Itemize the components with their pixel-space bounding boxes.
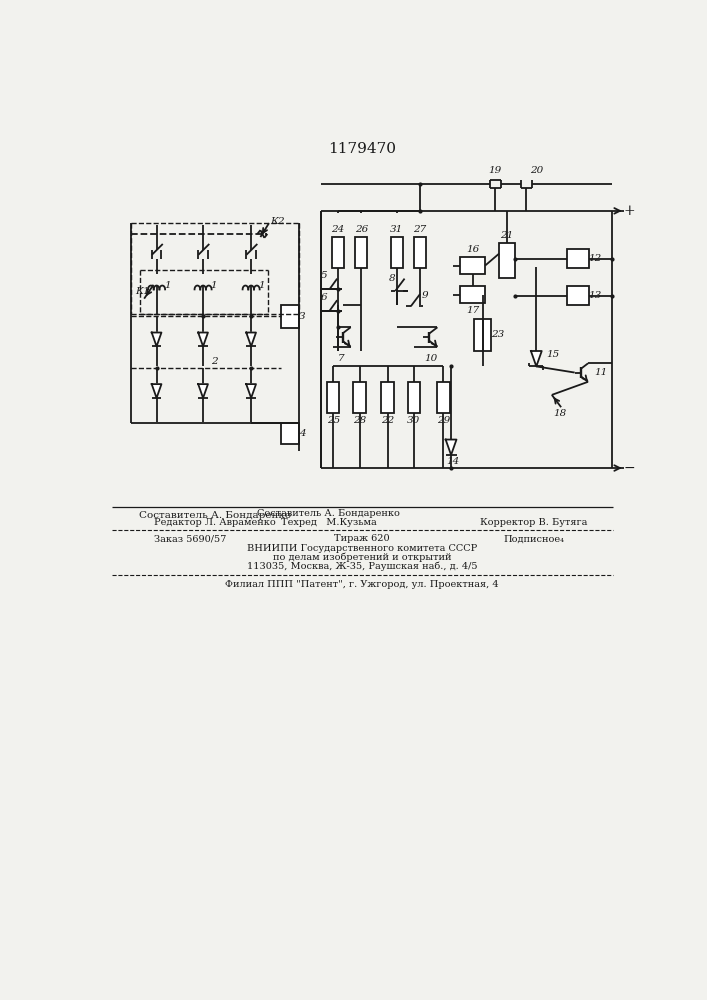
Text: 1179470: 1179470 — [328, 142, 396, 156]
Polygon shape — [152, 333, 161, 346]
Text: 14: 14 — [446, 457, 460, 466]
Text: Тираж 620: Тираж 620 — [334, 534, 390, 543]
Text: Техред   М.Кузьма: Техред М.Кузьма — [281, 518, 377, 527]
Text: 22: 22 — [381, 416, 394, 425]
Text: 7: 7 — [338, 354, 344, 363]
Bar — [381, 382, 394, 413]
Text: Составитель А. Бондаренко: Составитель А. Бондаренко — [139, 511, 291, 520]
Text: 1: 1 — [259, 281, 265, 290]
Bar — [460, 257, 485, 274]
Text: 19: 19 — [489, 166, 502, 175]
Text: 21: 21 — [501, 231, 513, 240]
Polygon shape — [445, 440, 457, 455]
Text: 29: 29 — [437, 416, 450, 425]
Text: Заказ 5690/57: Заказ 5690/57 — [154, 534, 227, 543]
Bar — [437, 382, 450, 413]
Text: 23: 23 — [491, 330, 504, 339]
Text: 8: 8 — [389, 274, 396, 283]
Text: Корректор В. Бутяга: Корректор В. Бутяга — [480, 518, 588, 527]
Bar — [355, 237, 368, 268]
Bar — [281, 305, 299, 328]
Text: 15: 15 — [547, 350, 560, 359]
Text: 5: 5 — [321, 271, 327, 280]
Text: 3: 3 — [299, 312, 305, 321]
Text: Редактор Л. Авраменко: Редактор Л. Авраменко — [154, 518, 276, 527]
Text: 20: 20 — [530, 166, 544, 175]
Polygon shape — [246, 384, 256, 398]
Polygon shape — [152, 384, 161, 398]
Text: 113035, Москва, Ж-35, Раушская наб., д. 4/5: 113035, Москва, Ж-35, Раушская наб., д. … — [247, 562, 477, 571]
Bar — [567, 286, 589, 305]
Text: 4: 4 — [299, 429, 305, 438]
Text: 11: 11 — [594, 368, 607, 377]
Bar — [460, 286, 485, 303]
Polygon shape — [246, 333, 256, 346]
Text: 17: 17 — [466, 306, 479, 315]
Text: по делам изобретений и открытий: по делам изобретений и открытий — [273, 553, 451, 562]
Bar — [408, 382, 420, 413]
Text: 12: 12 — [589, 254, 602, 263]
Text: 27: 27 — [414, 225, 427, 234]
Text: 6: 6 — [321, 293, 327, 302]
Text: Филиал ППП "Патент", г. Ужгород, ул. Проектная, 4: Филиал ППП "Патент", г. Ужгород, ул. Про… — [225, 580, 498, 589]
Text: ВНИИПИ Государственного комитета СССР: ВНИИПИ Государственного комитета СССР — [247, 544, 477, 553]
Text: 13: 13 — [589, 291, 602, 300]
Text: 26: 26 — [354, 225, 368, 234]
Text: −: − — [624, 461, 635, 475]
Text: 18: 18 — [553, 409, 566, 418]
Text: 2: 2 — [211, 357, 218, 366]
Text: 1: 1 — [211, 281, 217, 290]
Bar — [499, 243, 515, 278]
Text: Составитель А. Бондаренко: Составитель А. Бондаренко — [257, 509, 400, 518]
Text: 28: 28 — [353, 416, 366, 425]
Text: 1: 1 — [164, 281, 170, 290]
Bar — [327, 382, 339, 413]
Text: 31: 31 — [390, 225, 404, 234]
Text: Подписное₄: Подписное₄ — [503, 534, 564, 543]
Bar — [474, 319, 491, 351]
Text: 9: 9 — [421, 291, 428, 300]
Text: 25: 25 — [327, 416, 340, 425]
Bar — [391, 237, 403, 268]
Text: 10: 10 — [424, 354, 438, 363]
Text: К1: К1 — [135, 287, 149, 296]
Bar — [414, 237, 426, 268]
Polygon shape — [531, 351, 542, 366]
Text: +: + — [624, 204, 635, 218]
Bar — [354, 382, 366, 413]
Text: 24: 24 — [332, 225, 344, 234]
Bar — [332, 237, 344, 268]
Text: 16: 16 — [466, 245, 479, 254]
Text: 30: 30 — [407, 416, 421, 425]
Polygon shape — [198, 384, 208, 398]
Bar — [281, 423, 299, 444]
Polygon shape — [198, 333, 208, 346]
Bar — [567, 249, 589, 268]
Text: К2: К2 — [271, 217, 285, 226]
